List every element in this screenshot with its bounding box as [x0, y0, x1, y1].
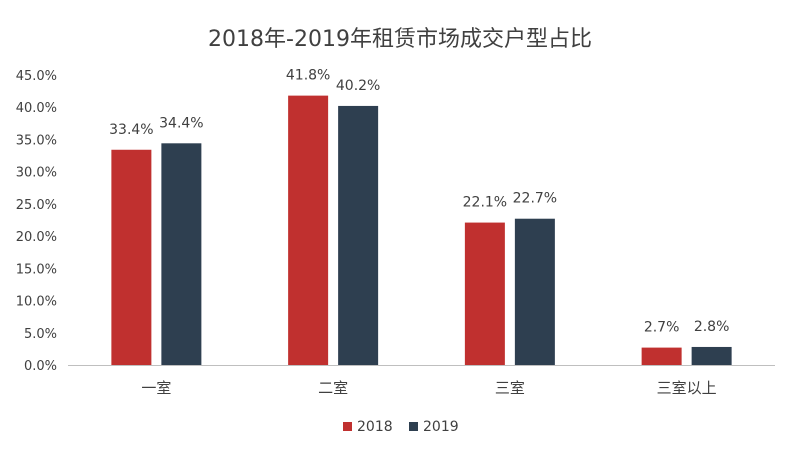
bar-2018-1	[288, 95, 329, 365]
bar-2019-0	[161, 143, 202, 365]
data-label-2019-1: 40.2%	[336, 78, 380, 94]
y-tick-label: 25.0%	[16, 198, 57, 213]
data-label-2019-0: 34.4%	[159, 115, 203, 131]
bar-2019-1	[338, 105, 379, 365]
data-label-2019-3: 2.8%	[694, 319, 730, 335]
legend-swatch-2018	[343, 422, 352, 431]
y-tick-label: 20.0%	[16, 230, 57, 245]
x-category-label: 一室	[141, 379, 171, 397]
chart-title: 2018年-2019年租赁市场成交户型占比	[208, 27, 592, 52]
y-tick-label: 10.0%	[16, 295, 57, 310]
y-tick-label: 0.0%	[24, 359, 57, 374]
bar-2018-3	[641, 347, 682, 365]
y-tick-label: 45.0%	[16, 69, 57, 84]
legend-label-2019: 2019	[423, 419, 459, 435]
bar-2019-2	[514, 218, 555, 365]
x-category-label: 三室	[495, 379, 525, 397]
y-tick-label: 35.0%	[16, 133, 57, 148]
bar-2018-2	[464, 222, 505, 365]
bar-2019-3	[691, 346, 732, 365]
bars	[111, 95, 732, 365]
legend-swatch-2019	[409, 422, 418, 431]
y-tick-label: 15.0%	[16, 262, 57, 277]
y-tick-label: 5.0%	[24, 327, 57, 342]
x-category-label: 三室以上	[657, 379, 717, 397]
y-tick-label: 40.0%	[16, 101, 57, 116]
data-label-2018-0: 33.4%	[109, 122, 153, 138]
legend: 2018 2019	[343, 419, 459, 435]
y-axis: 0.0% 5.0% 10.0% 15.0% 20.0% 25.0% 30.0% 35.0% 40…	[16, 69, 57, 374]
y-tick-label: 30.0%	[16, 166, 57, 181]
x-category-label: 二室	[318, 379, 348, 397]
data-label-2019-2: 22.7%	[513, 191, 557, 207]
data-labels: 33.4% 34.4% 41.8% 40.2% 22.1% 22.7% 2.7% 2.8%	[109, 68, 729, 336]
bar-2018-0	[111, 149, 152, 365]
data-label-2018-2: 22.1%	[463, 195, 507, 211]
data-label-2018-3: 2.7%	[644, 320, 680, 336]
legend-label-2018: 2018	[357, 419, 393, 435]
x-axis-categories: 一室 二室 三室 三室以上	[141, 379, 716, 397]
data-label-2018-1: 41.8%	[286, 68, 330, 84]
